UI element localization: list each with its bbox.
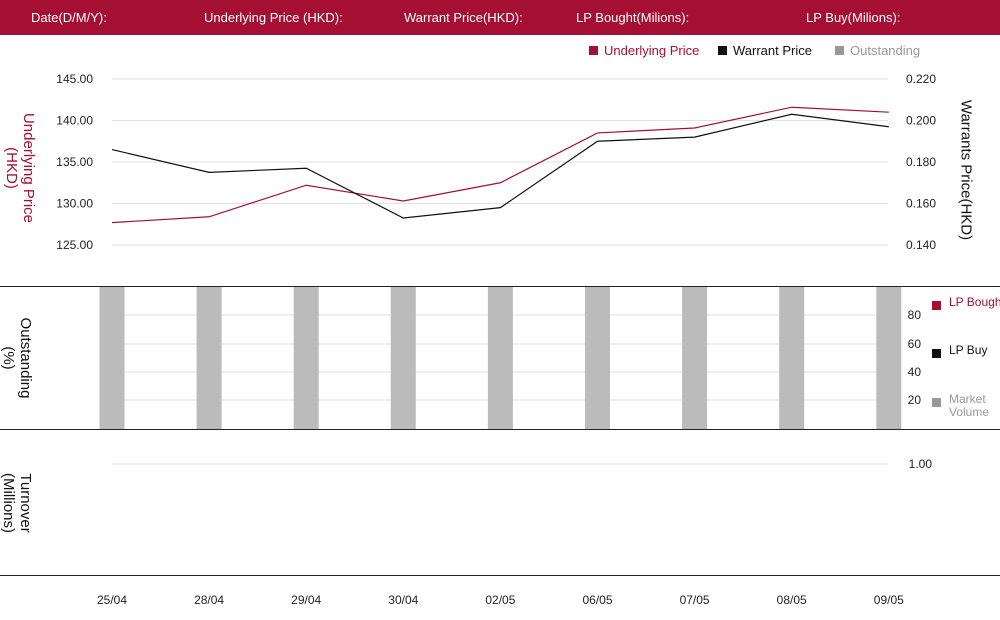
outstanding-bar [487, 287, 513, 429]
outstanding-bar [779, 287, 805, 429]
x-axis-date-label: 08/05 [777, 593, 807, 607]
x-axis-date-label: 28/04 [194, 593, 224, 607]
warrant-price-label: Warrant Price(HKD): [404, 10, 523, 25]
legend-outstanding-label: Outstanding [850, 43, 921, 58]
x-axis-date-label: 30/04 [388, 593, 418, 607]
outstanding-axis-tick-label: 20 [908, 393, 922, 407]
legend-outstanding-swatch [835, 46, 844, 55]
date-label: Date(D/M/Y): [31, 10, 107, 25]
x-axis-date-label: 09/05 [874, 593, 904, 607]
left-axis-tick-label: 140.00 [56, 114, 93, 128]
legend-lp-buy-label: LP Buy [949, 343, 988, 357]
legend-underlying[interactable]: Underlying Price [589, 43, 699, 58]
right-axis-tick-label: 0.220 [906, 72, 936, 86]
legend-market-volume-label: Market Volume [949, 392, 990, 419]
left-axis-tick-label: 145.00 [56, 72, 93, 86]
x-axis-date-label: 07/05 [680, 593, 710, 607]
header-bar: Date(D/M/Y): Underlying Price (HKD): War… [0, 0, 1000, 35]
left-axis-tick-label: 125.00 [56, 238, 93, 252]
x-axis-date-label: 25/04 [97, 593, 127, 607]
turnover-axis-tick-label: 1.00 [909, 457, 933, 471]
right-axis-tick-label: 0.140 [906, 238, 936, 252]
legend-underlying-label: Underlying Price [604, 43, 700, 58]
outstanding-bar [99, 287, 125, 429]
legend-warrant[interactable]: Warrant Price [718, 43, 812, 58]
legend-lp-buy-swatch [932, 349, 941, 358]
x-axis-date-label: 06/05 [582, 593, 612, 607]
outstanding-bar [196, 287, 222, 429]
x-axis-date-label: 02/05 [485, 593, 515, 607]
left-axis-tick-label: 130.00 [56, 197, 93, 211]
legend-lp-bought-label: LP Bought [949, 295, 1000, 309]
outstanding-bar [585, 287, 610, 429]
legend-lp-bought-swatch [932, 301, 941, 310]
legend-market-volume-swatch [932, 398, 941, 407]
outstanding-bar [293, 287, 319, 429]
underlying-price-line [111, 106, 889, 224]
lp-buy-label: LP Buy(Milions): [806, 10, 901, 25]
legend-outstanding[interactable]: Outstanding [835, 43, 920, 58]
legend-warrant-label: Warrant Price [733, 43, 812, 58]
outstanding-axis-tick-label: 40 [908, 365, 922, 379]
warrant-price-line [111, 113, 889, 219]
lp-bought-label: LP Bought(Milions): [576, 10, 690, 25]
outstanding-bar [876, 287, 902, 429]
outstanding-bar [682, 287, 708, 429]
legend-underlying-swatch [589, 46, 598, 55]
right-axis-tick-label: 0.160 [906, 197, 936, 211]
outstanding-axis-tick-label: 60 [908, 337, 922, 351]
legend-warrant-swatch [718, 46, 727, 55]
left-axis-tick-label: 135.00 [56, 155, 93, 169]
outstanding-bar [390, 287, 416, 429]
right-axis-tick-label: 0.180 [906, 155, 936, 169]
outstanding-axis-tick-label: 80 [908, 308, 922, 322]
underlying-price-label: Underlying Price (HKD): [204, 10, 343, 25]
right-axis-tick-label: 0.200 [906, 114, 936, 128]
x-axis-date-label: 29/04 [291, 593, 321, 607]
